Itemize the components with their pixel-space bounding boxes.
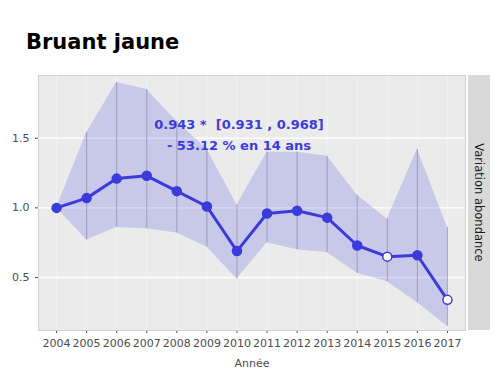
svg-text:2008: 2008: [163, 337, 191, 350]
svg-text:2017: 2017: [433, 337, 461, 350]
svg-text:- 53.12 % en 14 ans: - 53.12 % en 14 ans: [167, 138, 311, 153]
svg-text:2014: 2014: [343, 337, 371, 350]
svg-text:2012: 2012: [283, 337, 311, 350]
svg-text:2016: 2016: [403, 337, 431, 350]
svg-text:Année: Année: [234, 357, 269, 370]
svg-text:2009: 2009: [193, 337, 221, 350]
svg-text:1.0: 1.0: [12, 201, 30, 214]
svg-text:1.5: 1.5: [12, 132, 30, 145]
svg-text:2011: 2011: [253, 337, 281, 350]
svg-text:Variation abondance: Variation abondance: [472, 143, 486, 261]
svg-text:2005: 2005: [73, 337, 101, 350]
svg-text:2004: 2004: [43, 337, 71, 350]
svg-text:2006: 2006: [103, 337, 131, 350]
html-text:Bruant jaune: Bruant jaune: [26, 30, 180, 54]
svg-text:2013: 2013: [313, 337, 341, 350]
svg-text:0.943 * [0.931 , 0.968]: 0.943 * [0.931 , 0.968]: [154, 117, 324, 132]
svg-text:2007: 2007: [133, 337, 161, 350]
svg-text:2010: 2010: [223, 337, 251, 350]
svg-text:0.5: 0.5: [12, 271, 30, 284]
svg-text:2015: 2015: [373, 337, 401, 350]
